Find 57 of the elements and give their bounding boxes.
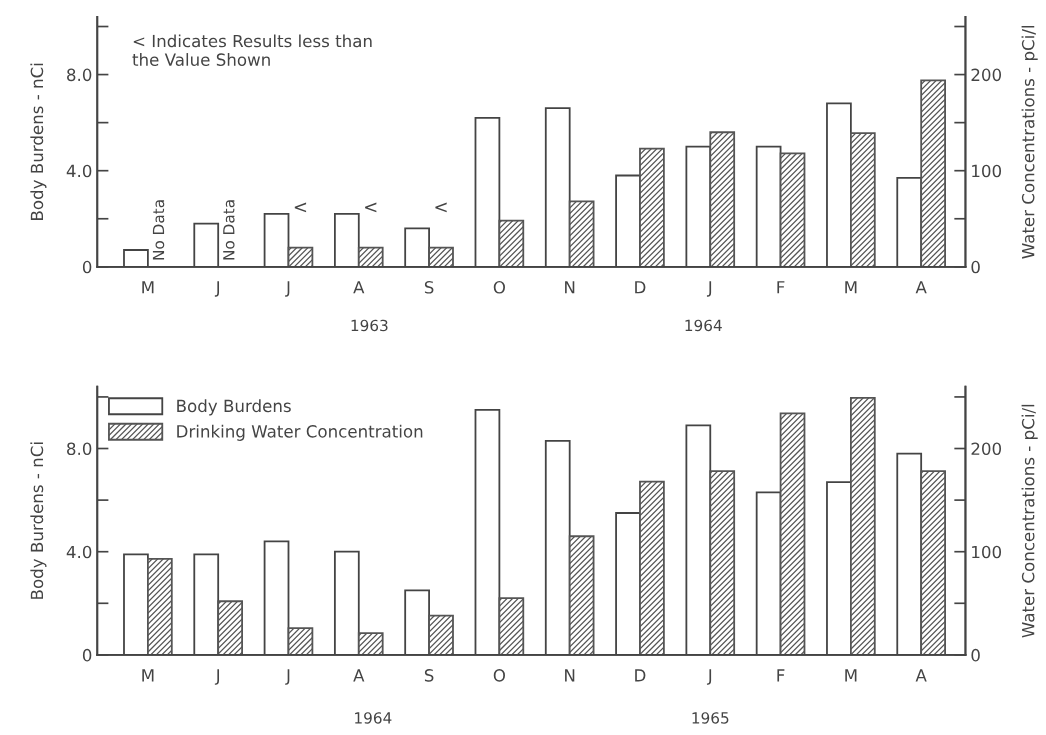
x-tick-label: J	[214, 669, 220, 685]
x-tick-label: F	[777, 281, 785, 294]
bar	[498, 597, 525, 655]
text: 1963	[351, 319, 388, 332]
annotation: <	[294, 202, 307, 213]
x-tick-label: J	[706, 669, 712, 685]
text: 1964	[685, 319, 722, 332]
y2-tick-label: 200	[971, 442, 1002, 456]
x-tick-label: A	[353, 281, 365, 294]
x-tick-label: A	[915, 281, 927, 294]
y2-axis-title: Water Concentrations - pCi/l	[1021, 25, 1038, 259]
x-tick-label: N	[565, 281, 575, 294]
x-tick-label: S	[424, 669, 434, 682]
x-tick-label: J	[285, 281, 290, 297]
legend-label: Drinking Water Concentration	[177, 424, 423, 441]
x-tick-label: O	[493, 669, 505, 682]
y-tick-label: 0	[82, 648, 92, 662]
y-tick-label: 4.0	[66, 164, 92, 178]
text: 1964	[355, 712, 392, 724]
bar	[920, 79, 946, 267]
y2-tick-label: 100	[972, 164, 1002, 178]
x-tick-label: S	[424, 280, 434, 294]
x-tick-label: N	[565, 669, 575, 682]
annotation: No Data	[223, 200, 235, 260]
text: 1965	[692, 712, 729, 724]
x-tick-label: D	[635, 669, 646, 682]
annotation: < Indicates Results less than the Value Shown	[132, 34, 372, 66]
bar	[357, 632, 384, 655]
y-axis-title: Body Burdens - nCi	[30, 442, 47, 599]
y-tick-label: 8.0	[67, 68, 92, 82]
x-tick-label: O	[493, 280, 505, 294]
y-tick-label: 8.0	[67, 442, 92, 456]
y2-tick-label: 0	[971, 648, 980, 662]
annotation: <	[365, 202, 377, 213]
y-tick-label: 4.0	[66, 545, 92, 559]
y2-tick-label: 100	[972, 545, 1002, 559]
annotation: No Data	[152, 200, 165, 260]
x-tick-label: J	[706, 281, 712, 297]
x-tick-label: F	[777, 669, 785, 682]
x-tick-label: A	[915, 669, 927, 682]
x-tick-label: M	[845, 669, 857, 682]
y-axis-title: Body Burdens - nCi	[30, 63, 47, 220]
x-tick-label: M	[142, 669, 154, 682]
y2-tick-label: 200	[971, 68, 1002, 82]
bar	[498, 219, 525, 267]
x-tick-label: M	[845, 281, 857, 294]
x-tick-label: J	[285, 669, 290, 685]
bar	[287, 627, 314, 655]
legend-label: Body Burdens	[177, 399, 291, 416]
x-tick-label: A	[353, 669, 365, 682]
x-tick-label: M	[142, 281, 154, 294]
y2-tick-label: 0	[971, 260, 980, 274]
annotation: <	[435, 202, 447, 213]
y-tick-label: 0	[82, 260, 92, 274]
y2-axis-title: Water Concentrations - pCi/l	[1021, 404, 1038, 638]
x-tick-label: D	[635, 281, 646, 294]
x-tick-label: J	[214, 281, 220, 297]
